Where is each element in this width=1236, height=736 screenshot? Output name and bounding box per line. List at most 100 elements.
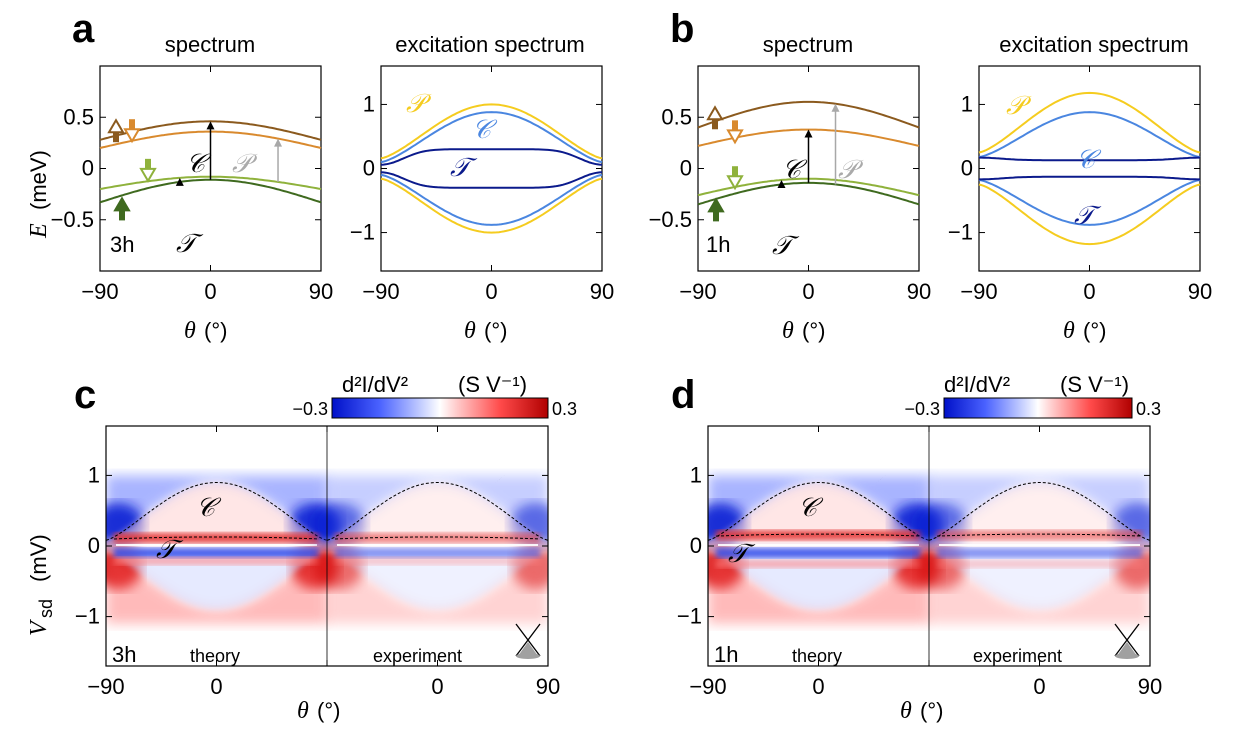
c-map-T-red2-1 <box>335 557 540 566</box>
c-cone-icon-lines <box>515 623 541 657</box>
a-spec-theta: θ <box>184 318 196 344</box>
b-excitation-lines <box>978 91 1201 246</box>
b-spectrum-band-4 <box>697 181 920 206</box>
d-map-xtick-label: 0 <box>1033 674 1045 699</box>
b-spectrum-xtick-label: 0 <box>802 279 814 304</box>
a-arrow-C-head <box>206 121 215 130</box>
c-ylabel-unit: (mV) <box>26 534 51 582</box>
a-bigarrow-2-head <box>123 128 141 144</box>
d-map-T-red-0 <box>716 530 921 541</box>
b-label-T: 𝒯 <box>772 231 800 260</box>
d-colorbar-label: d²I/dV² <box>944 372 1010 397</box>
b-exc-label-T: 𝒯 <box>1074 201 1102 230</box>
c-ylabel-sub: sd <box>36 599 56 618</box>
c-theta: θ <box>297 698 309 724</box>
c-colorbar: d²I/dV² (S V⁻¹) −0.3 0.3 <box>292 372 577 419</box>
c-map-T-red2-0 <box>114 557 319 566</box>
d-cone-icon-fill <box>1117 642 1137 656</box>
a-excitation-xtick-label: −90 <box>362 279 399 304</box>
d-map-T-dashed-1 <box>936 533 1143 537</box>
c-map-arrowhead-0-0 <box>142 469 159 484</box>
a-label-P: 𝒫 <box>232 149 258 178</box>
b-exc-theta: θ <box>1063 318 1075 344</box>
b-spectrum-ytick-label: 0.5 <box>661 104 692 129</box>
a-spec-theta-unit: (°) <box>204 318 227 343</box>
c-ylabel: V sd (mV) <box>26 534 56 636</box>
a-bigarrow-3-shaft <box>145 158 151 171</box>
c-map-C-dashed-1 <box>326 481 548 541</box>
b-excitation-series-1-upper <box>978 91 1201 154</box>
b-spectrum-xtick-label: −90 <box>679 279 716 304</box>
a-exc-label-P: 𝒫 <box>406 89 432 118</box>
a-label-C: 𝒞 <box>186 149 212 178</box>
a-bigarrow-4-head <box>113 196 131 212</box>
b-excitation-ytick-label: 0 <box>961 156 973 181</box>
b-spec-theta-unit: (°) <box>802 318 825 343</box>
d-map-T-dashed-0 <box>715 533 922 537</box>
c-map-red-halo-0 <box>106 551 327 624</box>
d-colorbar-scale <box>943 397 1133 419</box>
c-colorbar-max: 0.3 <box>552 399 577 419</box>
a-excitation-xtick-label: 90 <box>590 279 614 304</box>
d-map-T-blue-0 <box>716 548 921 558</box>
b-bigarrow-4-shaft <box>713 209 719 222</box>
d-map-red-halo-0 <box>708 551 929 624</box>
c-map-T-dashed-0 <box>113 536 320 540</box>
a-bigarrow-1-shaft <box>113 130 119 143</box>
a-spectrum-xtick-label: −90 <box>81 279 118 304</box>
b-bigarrow-1-head <box>706 105 724 121</box>
b-excitation-ytick-label: 1 <box>961 91 973 116</box>
d-xlabel: θ (°) <box>900 698 943 724</box>
b-excitation-xtick-label: 0 <box>1083 279 1095 304</box>
b-bigarrow-3-shaft <box>732 166 738 179</box>
d-map-xtick-label: −90 <box>689 674 726 699</box>
b-excitation-xtick-label: 90 <box>1188 279 1212 304</box>
b-excitation-series-1-lower <box>978 183 1201 246</box>
d-map-red-halo-1 <box>929 551 1150 624</box>
b-spectrum-band-1 <box>697 100 920 129</box>
b-excitation-xlabel: θ (°) <box>1063 318 1106 344</box>
c-colorbar-scale <box>331 397 549 419</box>
transition-arrows <box>107 103 840 222</box>
d-colorbar-min: −0.3 <box>904 399 940 419</box>
d-map-T-red2-1 <box>937 559 1142 568</box>
c-experiment: experiment <box>373 646 462 666</box>
c-map-arrowhead-0-1 <box>274 469 291 484</box>
d-colorbar-title: d²I/dV² (S V⁻¹) <box>944 372 1129 397</box>
c-map-arrowhead-1-1 <box>495 469 512 484</box>
d-map-arrowhead-0-1 <box>876 469 893 484</box>
d-map-T-blue-1 <box>937 548 1142 558</box>
a-label-T: 𝒯 <box>176 229 204 258</box>
b-excitation-series-3-lower <box>979 175 1200 181</box>
c-theta-unit: (°) <box>317 698 340 723</box>
a-excitation-series-3-lower <box>380 171 603 189</box>
panel-label-b: b <box>670 7 694 51</box>
d-map-arrowhead-1-0 <box>965 469 982 484</box>
a-excitation-xlabel: θ (°) <box>464 318 507 344</box>
b-tag: 1h <box>706 232 730 257</box>
title-b-spectrum: spectrum <box>763 32 853 57</box>
d-cone-icon-lines <box>1114 623 1140 657</box>
d-colorbar-max: 0.3 <box>1136 399 1161 419</box>
d-map-arrowhead-0-0 <box>744 469 761 484</box>
a-bigarrow-4-shaft <box>119 208 125 221</box>
axis-ticks: −0.5 0 0.5 −90 0 90 −1 0 1 −90 0 90 −0.5 0 0.5 −90 0 90 −1… <box>51 66 1212 699</box>
a-excitation-ytick-label: 1 <box>363 91 375 116</box>
c-map-T-red-0 <box>114 532 319 543</box>
c-map-T-blue-0 <box>114 548 319 558</box>
a-excitation-series-3-upper <box>380 148 603 166</box>
c-tag: 3h <box>112 642 136 667</box>
b-exc-label-P: 𝒫 <box>1006 91 1032 120</box>
c-map-xtick-label: 90 <box>536 674 560 699</box>
c-map-inner-upper-1 <box>327 482 548 546</box>
d-theory: theory <box>792 646 842 666</box>
c-map-blue-halo-1 <box>327 475 548 541</box>
a-excitation-ytick-label: 0 <box>363 156 375 181</box>
a-arrow-T-head <box>175 177 184 186</box>
d-map-ytick-label: −1 <box>677 604 702 629</box>
panel-label-d: d <box>671 373 695 417</box>
a-ylabel-E: E <box>26 223 52 239</box>
c-colorbar-title: d²I/dV² (S V⁻¹) <box>342 372 527 397</box>
c-map-xtick-label: −90 <box>87 674 124 699</box>
c-map-T-dashed-1 <box>334 536 541 540</box>
